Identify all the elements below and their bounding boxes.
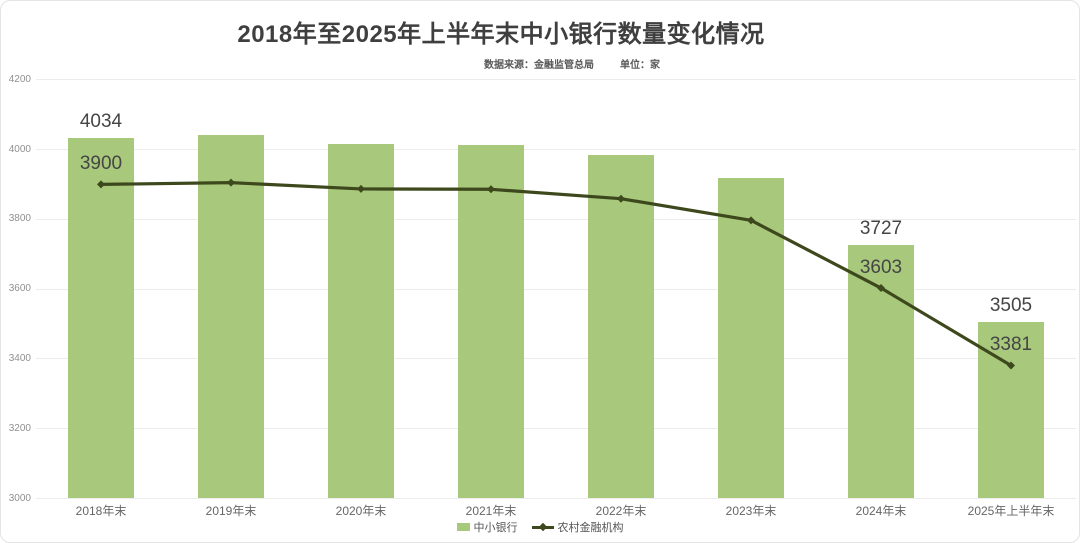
- gridline: [36, 358, 1076, 360]
- bar-2023年末: [718, 177, 784, 499]
- x-tick-label: 2021年末: [465, 504, 517, 518]
- y-tick-label: 3400: [8, 352, 31, 364]
- gridline: [36, 428, 1076, 430]
- unit-note: 单位：家: [620, 60, 660, 71]
- bar-2018年末: [68, 137, 134, 499]
- y-tick-label: 4000: [8, 143, 31, 155]
- x-tick-label: 2025年上半年末: [967, 504, 1055, 518]
- line-value-label: 3603: [859, 256, 903, 278]
- chart-legend: 中小银行 农村金融机构: [1, 519, 1079, 535]
- bar-2020年末: [328, 143, 394, 499]
- y-tick-label: 3800: [8, 213, 31, 225]
- x-tick-label: 2018年末: [75, 504, 127, 518]
- bar-2024年末: [848, 244, 914, 499]
- gridline: [36, 288, 1076, 290]
- bar-value-label: 3505: [989, 295, 1033, 317]
- chart-subtitle: 数据来源：金融监管总局 单位：家: [33, 56, 1079, 71]
- x-tick-label: 2022年末: [595, 504, 647, 518]
- x-tick-label: 2019年末: [205, 504, 257, 518]
- legend-label: 农村金融机构: [557, 522, 624, 534]
- x-tick-label: 2024年末: [855, 504, 907, 518]
- bar-2022年末: [588, 155, 654, 499]
- legend-item-农村金融机构: 农村金融机构: [531, 519, 624, 535]
- y-tick-label: 4200: [8, 73, 31, 85]
- y-tick-label: 3000: [8, 492, 31, 504]
- legend-bar-swatch-icon: [456, 523, 470, 531]
- legend-label: 中小银行: [473, 522, 518, 534]
- y-tick-label: 3600: [8, 283, 31, 295]
- line-value-label: 3900: [79, 152, 123, 174]
- legend-item-中小银行: 中小银行: [456, 519, 518, 535]
- x-tick-label: 2020年末: [335, 504, 387, 518]
- gridline: [36, 149, 1076, 150]
- bar-2021年末: [458, 144, 524, 499]
- line-value-label: 3381: [989, 334, 1033, 356]
- data-source-note: 数据来源：金融监管总局: [484, 60, 594, 71]
- chart-title: 2018年至2025年上半年末中小银行数量变化情况: [237, 21, 765, 48]
- gridline: [36, 498, 1076, 499]
- bar-value-label: 4034: [79, 110, 123, 132]
- legend-line-diamond-marker: [538, 522, 547, 532]
- bar-value-label: 3727: [859, 217, 903, 239]
- x-tick-label: 2023年末: [725, 504, 777, 518]
- bar-2019年末: [198, 134, 264, 499]
- y-tick-label: 3200: [8, 422, 31, 434]
- gridline: [36, 79, 1076, 81]
- legend-line-swatch-icon: [531, 522, 554, 532]
